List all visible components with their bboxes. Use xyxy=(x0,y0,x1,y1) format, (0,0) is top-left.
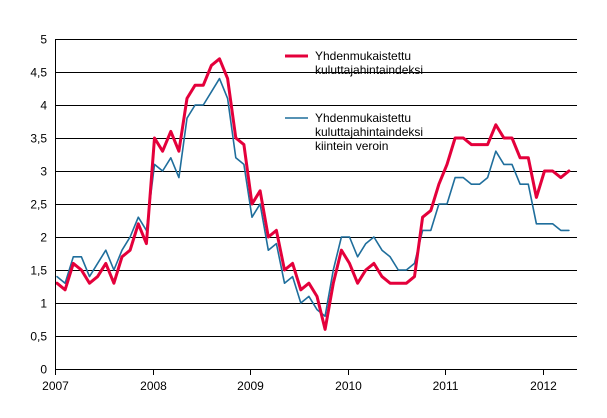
y-tick-label: 1 xyxy=(40,297,47,311)
x-tick-label: 2009 xyxy=(237,379,264,393)
series-lines xyxy=(55,57,571,331)
legend-label-1: kuluttajahintaindeksi xyxy=(315,63,423,77)
y-tick-label: 3 xyxy=(40,165,47,179)
x-tick-label: 2011 xyxy=(433,379,459,393)
x-tick-label: 2010 xyxy=(335,379,362,393)
y-tick-label: 4,5 xyxy=(30,66,47,80)
x-tick-labels: 2007 2008 2009 2010 2011 2012 xyxy=(42,369,557,393)
y-tick-label: 2 xyxy=(40,231,47,245)
y-tick-label: 0,5 xyxy=(30,330,47,344)
legend-label-2: kuluttajahintaindeksi xyxy=(315,125,423,139)
series-line-1 xyxy=(55,57,571,331)
legend-label-2: kiintein veroin xyxy=(315,139,388,153)
y-tick-label: 3,5 xyxy=(30,132,47,146)
y-tick-label: 0 xyxy=(40,363,47,377)
legend-label-2: Yhdenmukaistettu xyxy=(315,111,411,125)
y-tick-label: 4 xyxy=(40,99,47,113)
y-gridlines xyxy=(55,39,577,337)
x-tick-label: 2007 xyxy=(42,379,69,393)
series-line-2 xyxy=(56,77,570,318)
y-tick-labels: 0 0,5 1 1,5 2 2,5 3 3,5 4 4,5 5 xyxy=(30,33,47,377)
y-tick-label: 2,5 xyxy=(30,198,47,212)
x-tick-label: 2008 xyxy=(140,379,167,393)
y-tick-label: 5 xyxy=(40,33,47,47)
x-tick-label: 2012 xyxy=(530,379,557,393)
legend: YhdenmukaistettukuluttajahintaindeksiYhd… xyxy=(285,49,423,153)
legend-label-1: Yhdenmukaistettu xyxy=(315,49,411,63)
y-tick-label: 1,5 xyxy=(30,264,47,278)
